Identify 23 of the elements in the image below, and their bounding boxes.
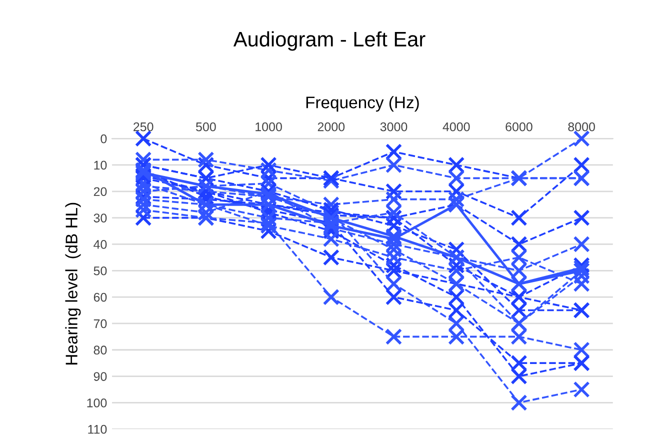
y-tick-label: 50 [94,266,107,276]
y-tick-label: 90 [94,372,107,381]
y-tick-label: 0 [100,134,107,144]
x-tick-label: 4000 [442,122,470,132]
x-tick-label: 6000 [506,122,532,132]
y-axis-title: Hearing level (dB HL) [65,202,81,364]
y-tick-label: 70 [94,319,107,328]
x-axis-title: Frequency (Hz) [306,96,419,112]
y-tick-label: 60 [94,292,107,302]
x-tick-label: 8000 [568,122,595,132]
x-tick-label: 3000 [380,122,408,132]
x-tick-label: 2000 [318,122,345,132]
y-tick-label: 110 [88,424,107,434]
chart-title: Audiogram - Left Ear [233,31,426,51]
y-tick-label: 30 [94,214,107,222]
x-tick-label: 250 [134,122,154,132]
y-tick-label: 40 [94,240,107,249]
x-tick-label: 1000 [256,122,282,132]
y-tick-label: 20 [94,187,107,196]
x-tick-label: 500 [196,122,216,132]
y-tick-label: 10 [94,160,107,170]
y-tick-label: 80 [94,346,107,355]
y-tick-label: 100 [87,398,107,408]
